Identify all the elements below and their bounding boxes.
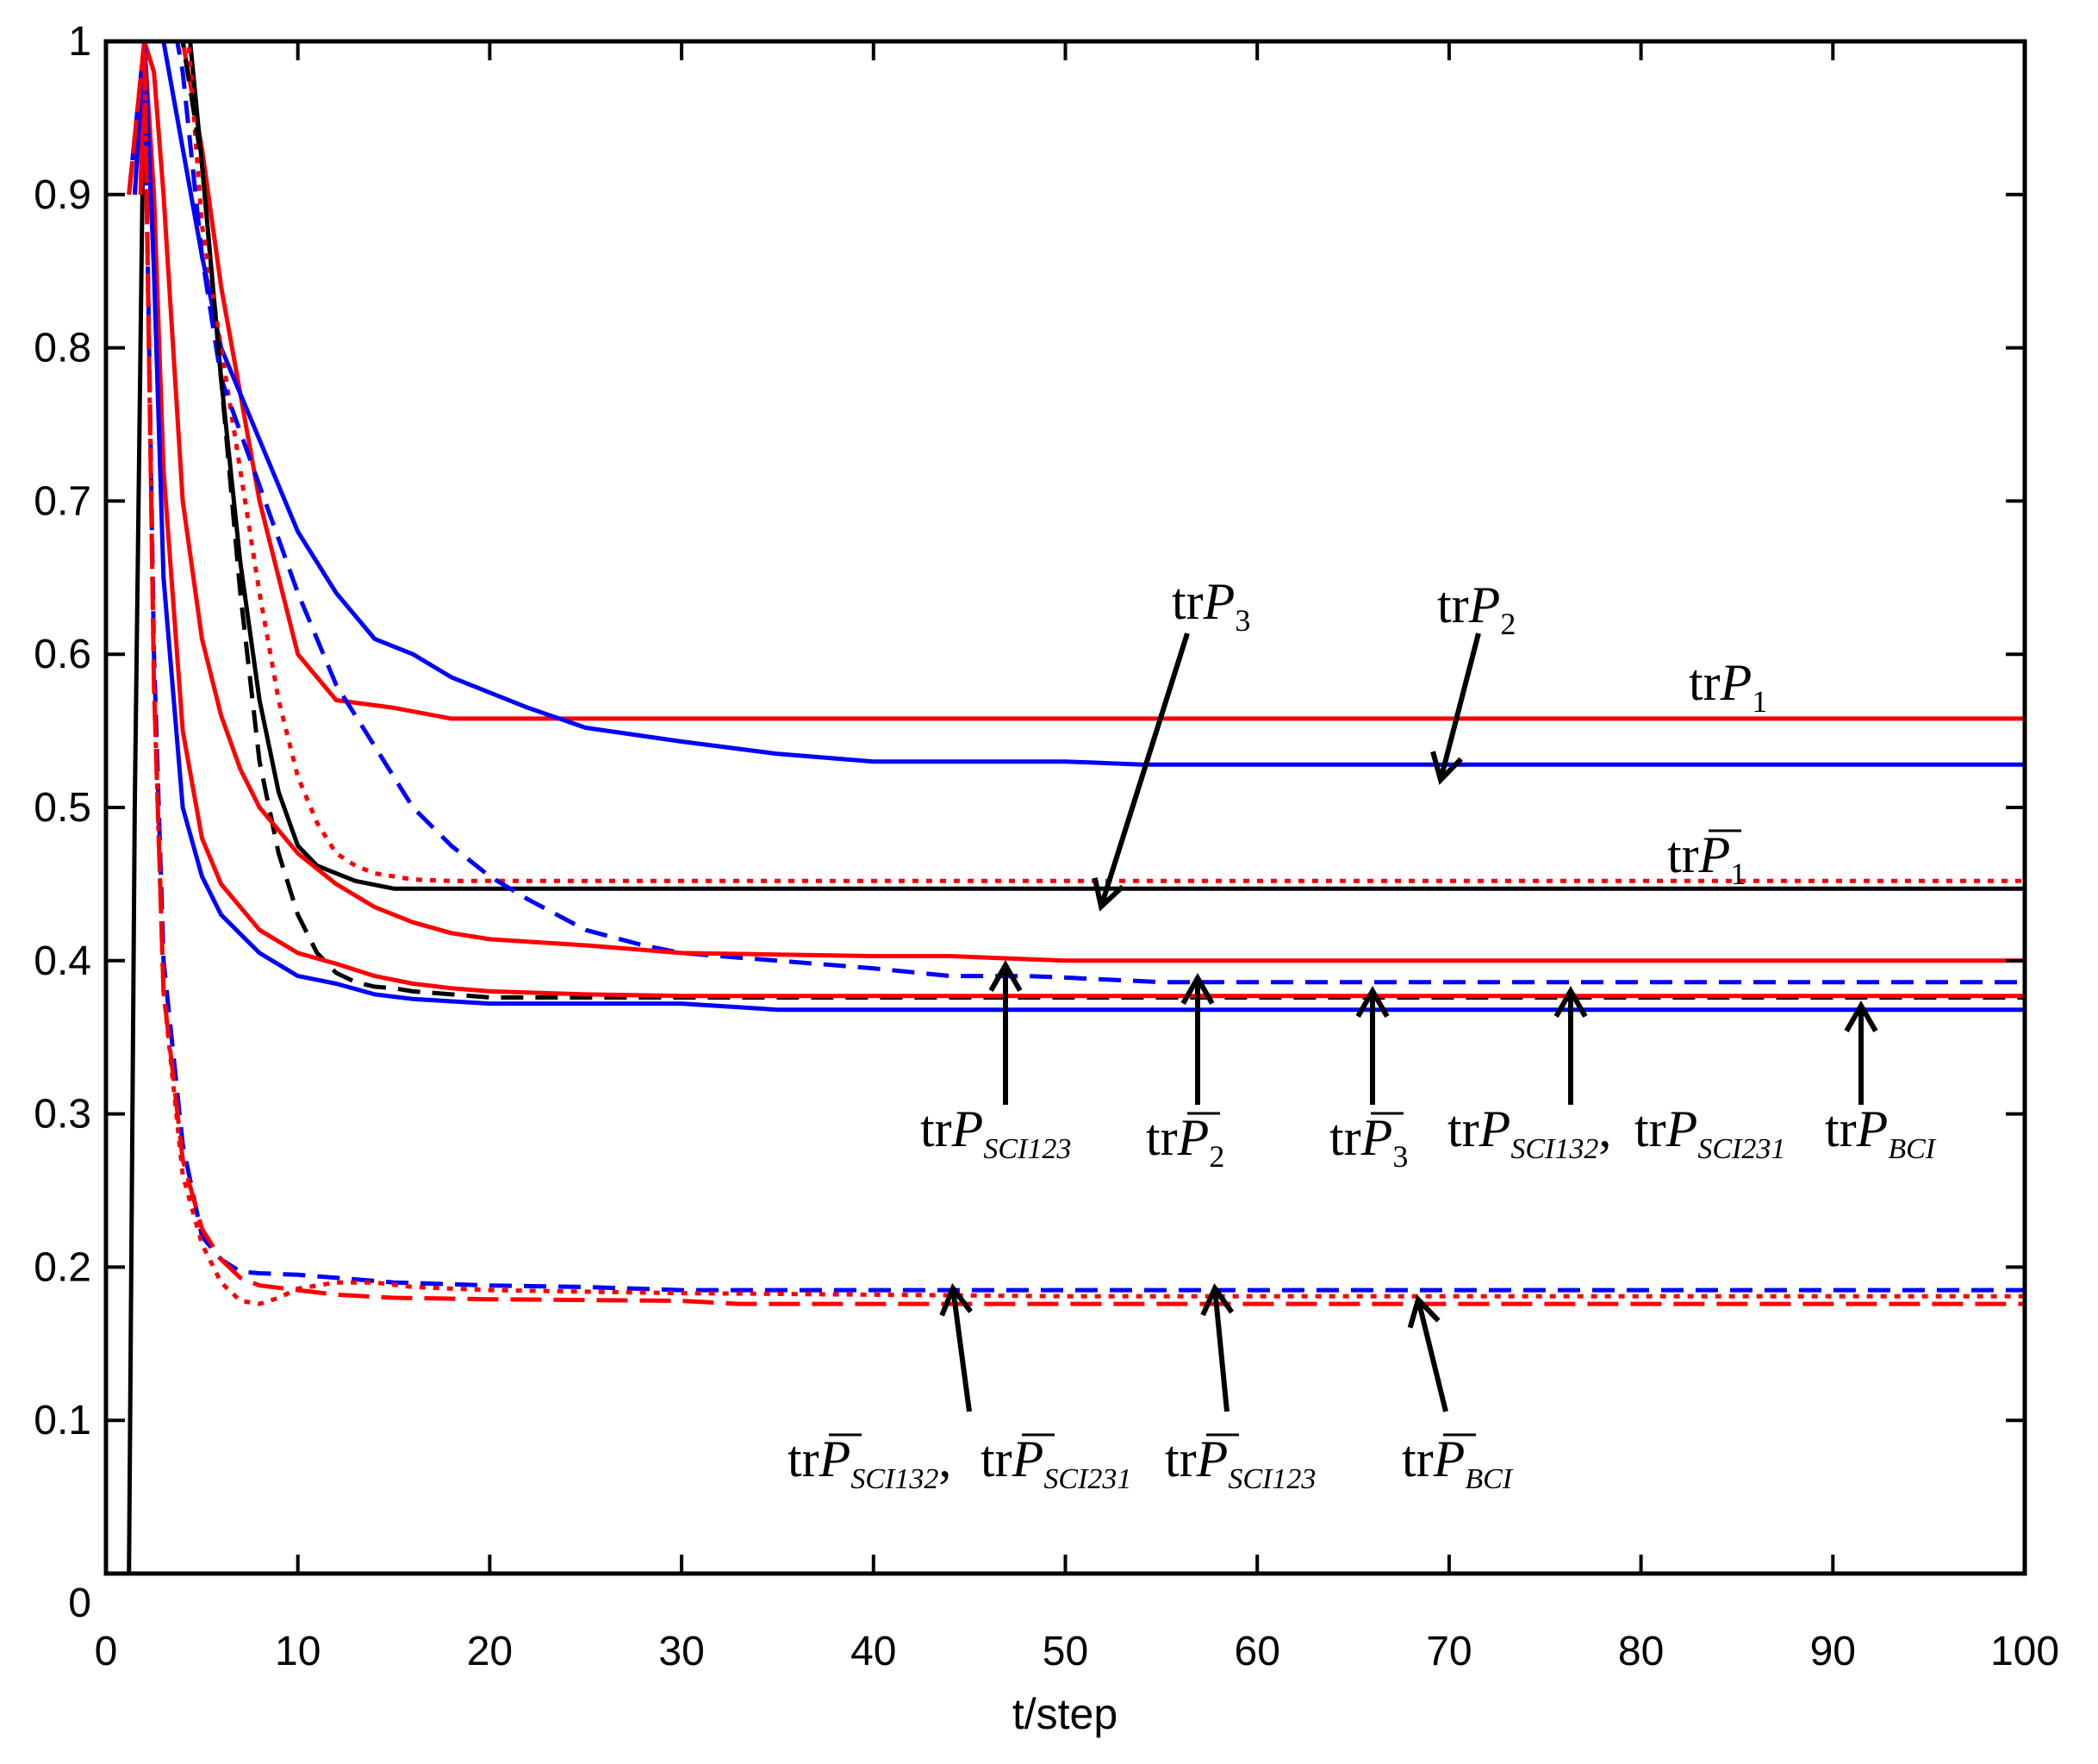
x-tick-label: 30	[658, 1629, 704, 1674]
annotation-text: trPSCI231	[1634, 1100, 1785, 1165]
annotation-label: trPSCI132,	[788, 1431, 951, 1495]
annotation-arrow	[1844, 1000, 1878, 1105]
series-line-9	[127, 41, 2025, 1293]
arrow-shaft	[1212, 1287, 1230, 1412]
annotation-label: trP1	[1689, 654, 1767, 719]
x-tick-label: 90	[1810, 1629, 1856, 1674]
arrow-head	[988, 959, 1023, 992]
annotation-arrow	[939, 1283, 974, 1412]
annotation-text: trPBCI	[1402, 1431, 1514, 1495]
series-line-6	[138, 41, 2025, 963]
annotation-arrow	[1180, 972, 1215, 1105]
arrow-head	[1092, 877, 1125, 912]
annotation-text: trP2	[1146, 1109, 1224, 1174]
annotation-arrow	[1553, 985, 1588, 1105]
series-line-3	[186, 41, 2025, 883]
annotation-label: trP1	[1667, 826, 1746, 891]
annotation-text: trP2	[1437, 577, 1516, 641]
y-tick-label: 0.3	[34, 1092, 91, 1138]
arrow-head	[1844, 1000, 1878, 1032]
y-tick-label: 0.6	[34, 632, 91, 677]
y-tick-label: 0.5	[34, 785, 91, 831]
arrow-head	[1430, 751, 1463, 785]
annotation-text: trPBCI	[1825, 1100, 1937, 1165]
y-tick-label: 0	[68, 1580, 91, 1626]
y-tick-label: 0.8	[34, 326, 91, 371]
x-tick-label: 0	[95, 1629, 118, 1674]
series-line-1	[161, 41, 2025, 767]
annotation-text: trPSCI231	[981, 1431, 1131, 1495]
arrow-head	[1355, 985, 1390, 1018]
series-line-11	[127, 41, 2025, 1306]
annotation-label: trPSCI132,	[1447, 1100, 1611, 1165]
y-tick-label: 0.4	[34, 938, 91, 984]
annotation-labels: trP3 trP2 trP1 trP1 trPSCI123 trP2 trP3 trPSCI1…	[788, 573, 1937, 1495]
annotation-text: trP3	[1172, 573, 1250, 638]
annotation-text: trPSCI132,	[788, 1431, 951, 1495]
y-tick-label: 0.2	[34, 1244, 91, 1290]
series-line-7	[132, 41, 2025, 999]
arrow-shaft	[1438, 633, 1481, 781]
arrow-head	[1200, 1282, 1235, 1317]
arrow-shaft	[1099, 633, 1190, 907]
x-tick-label: 40	[850, 1629, 896, 1674]
annotation-label: trPSCI231	[1634, 1100, 1785, 1165]
axis-ticks	[106, 41, 2025, 1574]
y-tick-label: 0.9	[34, 172, 91, 218]
annotation-arrows	[939, 633, 1878, 1412]
y-tick-label: 0.7	[34, 478, 91, 524]
annotation-label: trPBCI	[1825, 1100, 1937, 1165]
x-tick-label: 70	[1426, 1629, 1472, 1674]
y-tick-label: 1	[68, 19, 91, 65]
annotation-text: trP3	[1329, 1109, 1408, 1174]
annotation-label: trP2	[1437, 577, 1516, 641]
annotation-text: trPSCI123	[920, 1100, 1071, 1165]
x-tick-label: 10	[275, 1629, 321, 1674]
arrow-head	[1553, 985, 1588, 1018]
x-tick-label: 20	[467, 1629, 513, 1674]
series-line-4	[175, 41, 2025, 985]
annotation-arrow	[1430, 633, 1481, 785]
annotation-label: trP3	[1329, 1109, 1408, 1174]
arrow-head	[1180, 972, 1215, 1005]
annotation-label: trPBCI	[1402, 1431, 1514, 1495]
x-tick-label: 60	[1235, 1629, 1280, 1674]
annotation-arrow	[1355, 985, 1390, 1105]
annotation-text: trP1	[1667, 826, 1746, 891]
annotation-label: trPSCI123	[1165, 1431, 1316, 1495]
annotation-arrow	[1407, 1294, 1448, 1412]
annotation-arrow	[1092, 633, 1190, 912]
x-axis-title: t/step	[1012, 1690, 1117, 1738]
arrow-head	[939, 1283, 974, 1317]
series-layer	[127, 41, 2025, 1574]
annotation-label: trP2	[1146, 1109, 1224, 1174]
series-line-2	[127, 41, 2025, 1574]
x-tick-label: 100	[1990, 1629, 2059, 1674]
annotation-label: trPSCI123	[920, 1100, 1071, 1165]
arrow-shaft	[950, 1287, 972, 1412]
x-tick-label: 80	[1618, 1629, 1664, 1674]
x-tick-label: 50	[1043, 1629, 1088, 1674]
series-line-8	[132, 41, 2025, 1013]
annotation-arrow	[1200, 1282, 1235, 1412]
series-line-5	[180, 41, 2025, 1000]
annotation-text: trPSCI132,	[1447, 1100, 1611, 1165]
arrow-shaft	[1416, 1299, 1448, 1412]
annotation-text: trPSCI123	[1165, 1431, 1316, 1495]
y-tick-label: 0.1	[34, 1398, 91, 1443]
arrow-head	[1407, 1294, 1441, 1329]
annotation-label: trPSCI231	[981, 1431, 1131, 1495]
annotation-label: trP3	[1172, 573, 1250, 638]
annotation-text: trP1	[1689, 654, 1767, 719]
tick-labels: 0 10 20 30 40 50 60 70 80 90 100 0 0.1 0.2 0.3 0.4 0.5 0.…	[34, 19, 2059, 1674]
annotation-arrow	[988, 959, 1023, 1105]
